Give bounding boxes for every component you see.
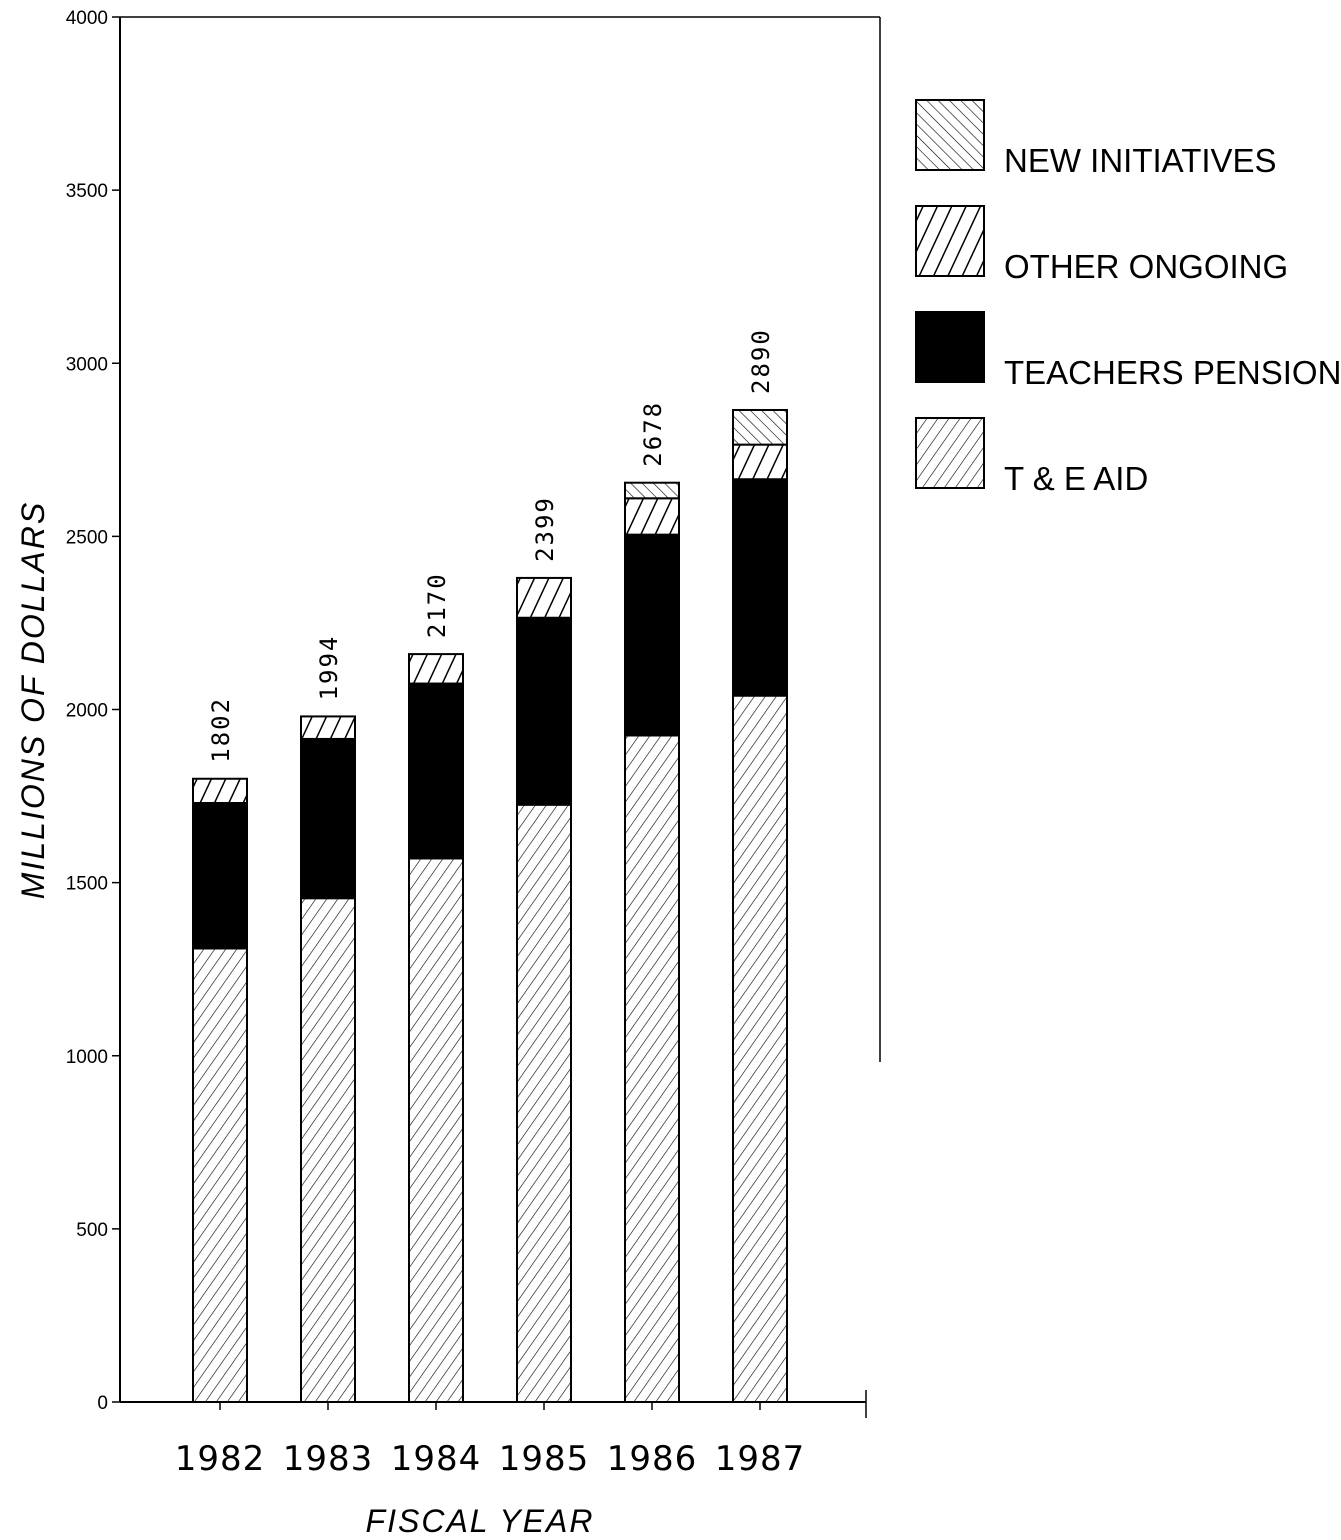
x-axis-title: FISCAL YEAR — [366, 1503, 595, 1539]
bar-segment-other-ongoing — [192, 777, 248, 804]
y-tick-label: 500 — [76, 1220, 108, 1241]
bar-segment-new-initiatives — [624, 481, 680, 500]
bar-segment-other-ongoing — [300, 715, 356, 740]
legend-label: OTHER ONGOING — [1004, 248, 1288, 285]
bar-segment-teachers-pensions — [624, 533, 680, 737]
legend-swatch-other-ongoing — [915, 205, 985, 277]
x-tick-label: 1987 — [715, 1439, 806, 1479]
legend-label: T & E AID — [1004, 460, 1148, 497]
x-tick-label: 1986 — [607, 1439, 698, 1479]
bar-segment-t-e-aid — [408, 857, 464, 1403]
bar-segment-other-ongoing — [732, 443, 788, 481]
bar-segment-teachers-pensions — [732, 478, 788, 697]
bar-segment-new-initiatives — [732, 408, 788, 446]
bar-segment-teachers-pensions — [300, 737, 356, 900]
x-tick-label: 1982 — [175, 1439, 266, 1479]
bar-segment-teachers-pensions — [516, 616, 572, 806]
y-axis-title: MILLIONS OF DOLLARS — [15, 501, 51, 899]
y-tick-label: 2500 — [66, 527, 108, 548]
x-tick-label: 1983 — [283, 1439, 374, 1479]
legend-swatch-teachers-pensions — [915, 311, 985, 383]
bar-segment-other-ongoing — [624, 497, 680, 536]
bar-total-label: 2890 — [747, 328, 775, 394]
bar-segment-other-ongoing — [408, 653, 464, 685]
legend-swatch-t-e-aid — [915, 417, 985, 489]
bar-segment-other-ongoing — [516, 576, 572, 619]
y-tick-label: 4000 — [66, 8, 108, 29]
bar-total-label: 2170 — [423, 572, 451, 638]
legend: NEW INITIATIVES OTHER ONGOING TEACHERS PEN… — [915, 99, 1341, 497]
bar-segment-t-e-aid — [300, 897, 356, 1403]
bar-segment-t-e-aid — [732, 694, 788, 1403]
y-tick-label: 0 — [97, 1393, 108, 1414]
x-tick-label: 1985 — [499, 1439, 590, 1479]
bar-segment-teachers-pensions — [192, 801, 248, 950]
legend-swatch-new-initiatives — [915, 99, 985, 171]
y-tick-label: 3500 — [66, 181, 108, 202]
y-tick-label: 1500 — [66, 874, 108, 895]
bar-total-label: 1994 — [315, 635, 343, 701]
legend-label: TEACHERS PENSIONS — [1004, 354, 1341, 391]
bar-total-label: 1802 — [207, 697, 235, 763]
bar-total-label: 2399 — [531, 496, 559, 562]
legend-label: NEW INITIATIVES — [1004, 142, 1277, 179]
bar-segment-teachers-pensions — [408, 682, 464, 860]
y-tick-label: 1000 — [66, 1047, 108, 1068]
bars — [192, 408, 788, 1403]
bar-segment-t-e-aid — [624, 734, 680, 1403]
y-tick-label: 3000 — [66, 354, 108, 375]
bar-segment-t-e-aid — [516, 803, 572, 1403]
bar-total-label: 2678 — [639, 401, 667, 467]
x-tick-label: 1984 — [391, 1439, 482, 1479]
bar-segment-t-e-aid — [192, 947, 248, 1403]
bar-total-labels: 1802 1994 2170 2399 2678 2890 — [207, 328, 775, 763]
y-axis-ticks: 0 500 1000 1500 2000 2500 3000 3500 4000 — [66, 8, 120, 1414]
y-tick-label: 2000 — [66, 701, 108, 722]
x-axis-tick-labels: 1982 1983 1984 1985 1986 1987 — [175, 1402, 806, 1479]
